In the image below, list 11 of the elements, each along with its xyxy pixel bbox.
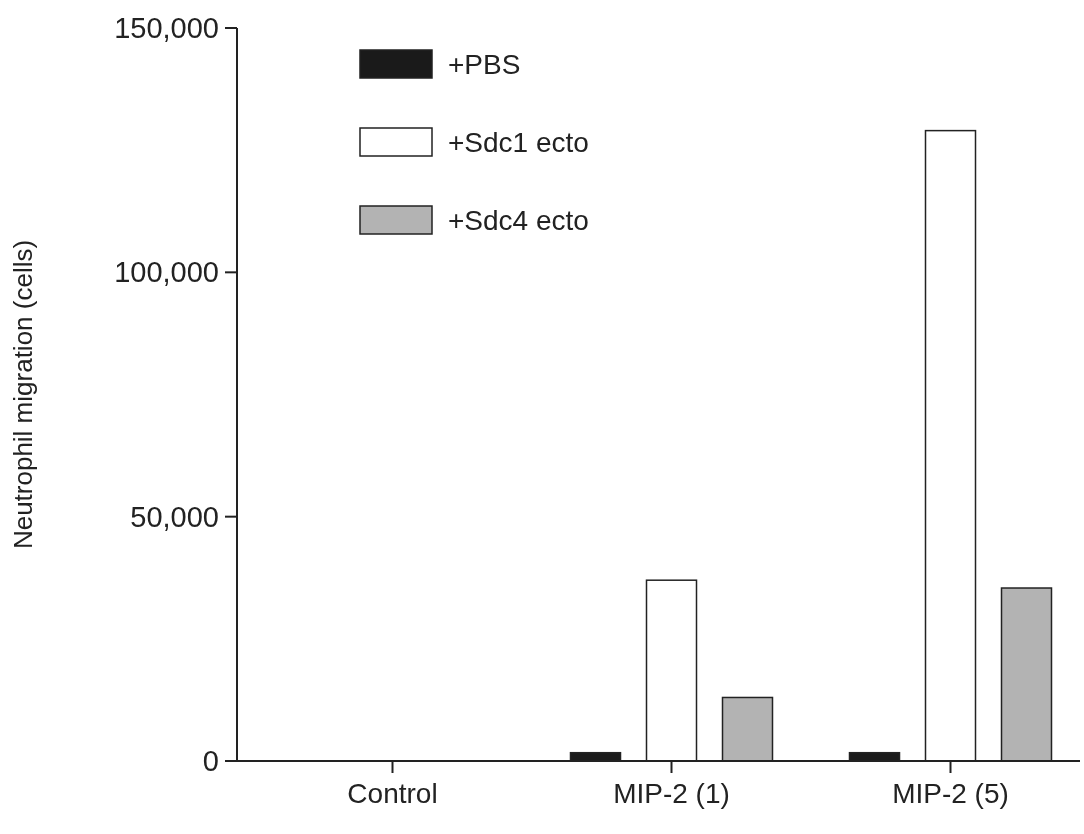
legend-label: +Sdc4 ecto (448, 204, 589, 236)
legend-label: +PBS (448, 48, 521, 80)
x-tick-label: Control (347, 778, 438, 809)
y-tick-label: 0 (202, 745, 219, 778)
y-tick-label: 50,000 (130, 500, 219, 533)
y-axis-title: Neutrophil migration (cells) (8, 239, 38, 550)
y-tick-label: 100,000 (114, 256, 219, 289)
x-tick-label: MIP-2 (1) (613, 778, 730, 809)
y-tick-label: 150,000 (114, 12, 219, 45)
legend-label: +Sdc1 ecto (448, 126, 589, 158)
x-tick-label: MIP-2 (5) (892, 778, 1009, 809)
